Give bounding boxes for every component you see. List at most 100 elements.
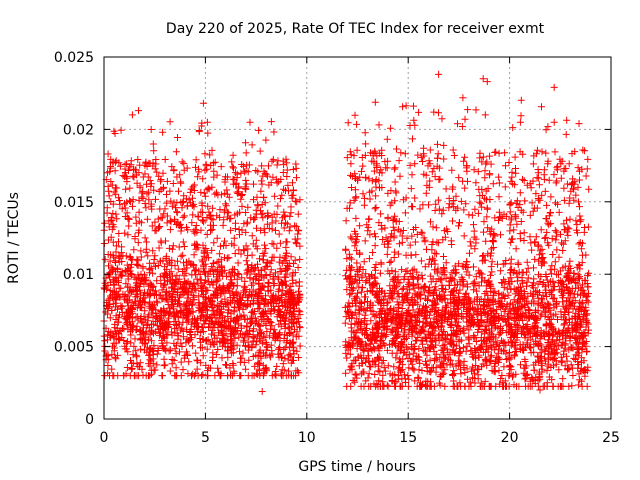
data-point [238, 191, 246, 198]
data-point [192, 245, 200, 253]
data-point [233, 314, 241, 322]
data-point [137, 303, 145, 311]
data-point [179, 238, 187, 246]
data-point [387, 257, 395, 265]
data-point [123, 174, 131, 182]
data-point [418, 382, 425, 390]
data-point [231, 169, 239, 177]
data-point [137, 315, 144, 322]
data-point [129, 172, 137, 180]
data-point [143, 180, 150, 188]
data-point [257, 177, 265, 185]
data-point [285, 227, 293, 235]
data-point [502, 162, 509, 170]
data-point [408, 202, 416, 210]
data-point [168, 202, 176, 210]
data-point [423, 351, 431, 359]
data-point [275, 258, 283, 266]
data-point [170, 356, 178, 364]
data-point [111, 158, 119, 166]
data-point [244, 372, 252, 380]
data-point [411, 194, 419, 202]
data-point [563, 357, 571, 365]
data-point [132, 275, 140, 283]
data-point [126, 184, 134, 192]
data-point [217, 321, 224, 328]
data-point [204, 307, 211, 315]
data-point [129, 351, 137, 359]
data-point [176, 348, 183, 356]
data-point [115, 230, 123, 237]
data-point [242, 185, 250, 193]
data-point [133, 279, 141, 287]
data-point [196, 270, 204, 278]
data-point [280, 161, 288, 169]
data-point [256, 286, 264, 294]
data-point [168, 284, 175, 292]
data-point [282, 187, 289, 194]
data-point [530, 275, 538, 283]
data-point [122, 185, 130, 193]
data-point [545, 221, 553, 229]
data-point [154, 215, 162, 223]
data-point [449, 382, 457, 390]
data-point [258, 266, 266, 274]
data-point [270, 210, 278, 218]
data-point [206, 267, 214, 275]
data-point [230, 234, 238, 242]
data-point [391, 164, 399, 172]
data-point [258, 180, 266, 188]
data-point [409, 365, 417, 373]
data-point [426, 356, 434, 364]
data-point [553, 246, 561, 254]
data-point [252, 236, 260, 244]
data-point [218, 327, 226, 335]
data-point [528, 246, 536, 254]
data-point [207, 211, 215, 219]
data-point [295, 294, 303, 302]
data-point [511, 153, 519, 161]
data-point [101, 255, 109, 263]
data-point [230, 281, 238, 289]
data-point [223, 300, 231, 308]
data-point [495, 208, 503, 216]
data-point [268, 322, 276, 330]
data-point [259, 256, 267, 264]
data-point [189, 291, 197, 299]
data-point [220, 242, 228, 250]
data-point [377, 259, 385, 267]
data-point [173, 308, 181, 316]
data-point [166, 346, 174, 354]
data-point [136, 161, 144, 169]
data-point [109, 342, 116, 350]
data-point [106, 168, 114, 176]
data-point [150, 342, 158, 350]
data-point [279, 169, 287, 176]
data-point [293, 328, 301, 336]
data-point [360, 258, 368, 266]
data-point [147, 357, 155, 365]
data-point [160, 344, 168, 352]
data-point [465, 326, 473, 334]
data-point [201, 150, 209, 158]
data-point [276, 253, 284, 261]
data-point [391, 178, 399, 186]
data-point [261, 365, 269, 372]
data-point [449, 146, 457, 154]
data-point [359, 190, 367, 198]
data-point [393, 145, 400, 153]
data-point [565, 160, 573, 168]
data-point [113, 264, 121, 272]
data-point [240, 336, 248, 344]
data-point [129, 326, 136, 334]
data-point [277, 293, 285, 301]
data-point [195, 303, 203, 311]
data-point [143, 190, 151, 198]
data-point [256, 372, 264, 380]
data-point [253, 338, 261, 346]
data-point [143, 238, 150, 246]
data-point [532, 233, 540, 241]
data-point [471, 205, 479, 213]
data-point [153, 168, 161, 176]
